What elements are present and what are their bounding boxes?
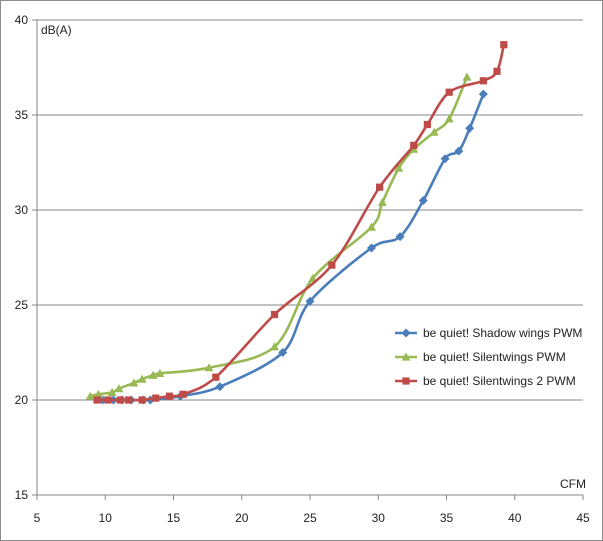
data-point — [270, 342, 280, 351]
y-tick-labels: 15 20 25 30 35 40 — [15, 13, 29, 502]
data-point — [204, 363, 214, 372]
axes — [32, 19, 584, 500]
data-point — [179, 390, 187, 398]
legend-swatch-marker — [401, 352, 411, 361]
legend-swatch-marker — [402, 377, 410, 385]
legend-swatch-marker — [401, 328, 411, 338]
data-point — [215, 382, 225, 392]
data-point — [410, 141, 418, 149]
series-2 — [85, 72, 472, 400]
x-tick-label: 15 — [167, 511, 181, 525]
data-point — [423, 120, 431, 129]
data-point — [107, 387, 117, 396]
series-group — [85, 41, 508, 405]
data-point — [328, 261, 336, 269]
data-point — [454, 146, 464, 156]
x-tick-label: 10 — [99, 511, 113, 525]
legend: be quiet! Shadow wings PWM be quiet! Sile… — [395, 326, 582, 388]
x-tick-label: 20 — [235, 511, 249, 525]
legend-label: be quiet! Silentwings PWM — [423, 350, 566, 364]
series-line — [95, 43, 506, 402]
data-point — [500, 41, 508, 49]
data-point — [93, 396, 101, 404]
data-point — [155, 368, 165, 377]
series-line — [88, 75, 469, 398]
data-point — [137, 374, 147, 383]
data-point — [116, 396, 124, 404]
y-tick-label: 30 — [15, 203, 29, 217]
data-point — [445, 88, 453, 96]
legend-label: be quiet! Shadow wings PWM — [423, 326, 582, 340]
data-point — [85, 391, 95, 400]
data-point — [138, 396, 146, 404]
y-tick-label: 35 — [15, 108, 29, 122]
data-point — [418, 196, 428, 205]
data-point — [478, 89, 488, 99]
data-point — [429, 127, 439, 136]
series-3 — [93, 41, 508, 404]
data-point — [377, 197, 387, 206]
x-tick-label: 40 — [508, 511, 522, 525]
y-axis-label: dB(A) — [41, 23, 72, 37]
data-point — [493, 67, 501, 75]
grid-lines — [37, 19, 583, 401]
x-axis-label: CFM — [560, 477, 586, 491]
data-point — [165, 392, 174, 400]
data-point — [440, 154, 450, 164]
data-point — [395, 232, 405, 242]
x-tick-labels: 5 10 15 20 25 30 35 40 45 — [34, 511, 590, 525]
data-point — [444, 114, 454, 123]
data-point — [93, 389, 103, 398]
x-tick-label: 5 — [34, 511, 41, 525]
data-point — [376, 183, 384, 191]
x-tick-label: 25 — [303, 511, 317, 525]
data-point — [148, 370, 158, 379]
data-point — [104, 396, 112, 404]
data-point — [366, 222, 376, 231]
y-tick-label: 15 — [15, 488, 29, 502]
data-point — [212, 373, 220, 381]
y-tick-label: 40 — [15, 13, 29, 27]
data-point — [465, 123, 475, 133]
data-point — [462, 72, 472, 81]
y-tick-label: 25 — [15, 298, 29, 312]
data-point — [366, 243, 376, 253]
data-point — [129, 378, 139, 387]
data-point — [114, 384, 124, 393]
x-tick-label: 35 — [440, 511, 454, 525]
legend-label: be quiet! Silentwings 2 PWM — [423, 374, 576, 388]
legend-entry: be quiet! Silentwings PWM — [395, 350, 566, 364]
legend-entry: be quiet! Silentwings 2 PWM — [395, 374, 576, 388]
data-point — [124, 396, 133, 404]
x-tick-label: 30 — [372, 511, 386, 525]
y-tick-label: 20 — [15, 393, 29, 407]
data-point — [152, 394, 160, 402]
data-point — [305, 296, 315, 306]
legend-entry: be quiet! Shadow wings PWM — [395, 326, 582, 340]
data-point — [479, 77, 487, 85]
data-point — [270, 310, 279, 319]
x-tick-label: 45 — [576, 511, 590, 525]
data-point — [394, 163, 404, 172]
data-point — [278, 348, 288, 357]
